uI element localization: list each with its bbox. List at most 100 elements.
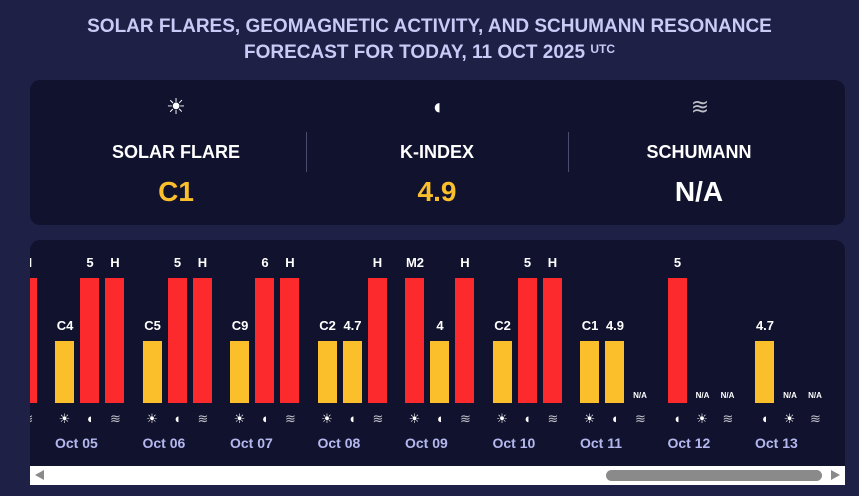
- kindex-value-label: 4.7: [755, 318, 775, 333]
- magnet-icon: ◖: [85, 411, 94, 426]
- kindex-value-label: 4.9: [605, 318, 625, 333]
- day-group: C1 ☀ 4.9 ◖ N/A ≋ Oct 11: [580, 240, 660, 466]
- waves-icon: ≋: [722, 411, 734, 426]
- scroll-left-arrow-icon[interactable]: [35, 470, 44, 480]
- kindex-bar[interactable]: [80, 278, 99, 403]
- schumann-bar[interactable]: [105, 278, 124, 403]
- summary-label: SCHUMANN: [646, 142, 752, 162]
- summary-k-index: ◖ K-INDEX 4.9: [306, 80, 568, 225]
- kindex-bar[interactable]: [605, 341, 624, 403]
- flare-value-label: C1: [581, 318, 599, 333]
- schumann-value-label: N/A: [633, 391, 647, 400]
- sun-icon: ☀: [583, 411, 596, 426]
- magnet-icon: ◖: [523, 411, 531, 426]
- day-group: C2 ☀ 5 ◖ H ≋ Oct 10: [492, 240, 573, 466]
- sun-icon: ☀: [166, 94, 186, 119]
- schumann-bar[interactable]: [367, 278, 387, 403]
- today-summary-panel: ☀ SOLAR FLARE C1 ◖ K-INDEX 4.9 ≋ SCHUMAN…: [30, 80, 845, 225]
- summary-label: SOLAR FLARE: [112, 142, 240, 162]
- waves-icon: ≋: [197, 411, 209, 426]
- flare-bar[interactable]: [405, 278, 424, 403]
- day-date-label: Oct 13: [755, 435, 798, 451]
- day-date-label: Oct 08: [317, 435, 361, 451]
- schumann-bar[interactable]: [455, 278, 474, 403]
- scroll-right-arrow-icon[interactable]: [831, 470, 840, 480]
- waves-icon: ≋: [285, 411, 296, 426]
- schumann-value-label: H: [372, 255, 383, 270]
- flare-bar[interactable]: [492, 341, 512, 403]
- day-group: 4.7 ◖ N/A ☀ N/A ≋ Oct 13: [755, 240, 835, 466]
- schumann-value-label: H: [30, 255, 43, 270]
- kindex-bar[interactable]: [342, 341, 362, 403]
- summary-value: 4.9: [417, 176, 457, 207]
- waves-icon: ≋: [690, 94, 709, 119]
- waves-icon: ≋: [30, 411, 37, 427]
- flare-bar[interactable]: [317, 341, 337, 403]
- sun-icon: ☀: [58, 411, 71, 426]
- summary-label: K-INDEX: [399, 142, 474, 162]
- day-date-label: Oct 12: [667, 435, 711, 451]
- divider: [306, 132, 307, 172]
- schumann-value-label: H: [285, 255, 295, 270]
- schumann-bar[interactable]: [192, 278, 212, 403]
- flare-value-label: M2: [405, 255, 425, 270]
- kindex-value-label: 4.7: [343, 318, 362, 333]
- scrollbar-thumb[interactable]: [606, 470, 822, 481]
- magnet-icon: ◖: [173, 411, 181, 426]
- day-group: C9 ☀ 6 ◖ H ≋ Oct 07: [230, 240, 310, 466]
- page-title: SOLAR FLARES, GEOMAGNETIC ACTIVITY, AND …: [0, 14, 859, 66]
- schumann-value-label: H: [110, 255, 120, 270]
- waves-icon: ≋: [372, 411, 384, 426]
- schumann-value-label: H: [547, 255, 558, 270]
- kindex-bar[interactable]: [755, 341, 774, 403]
- day-group: M2 ☀ 4 ◖ H ≋ Oct 09: [405, 240, 485, 466]
- magnet-icon: ◖: [760, 411, 769, 426]
- sun-icon: ☀: [146, 411, 158, 426]
- waves-icon: ≋: [810, 411, 821, 426]
- horizontal-scrollbar[interactable]: [30, 466, 845, 485]
- day-group: C2 ☀ 4.7 ◖ H ≋ Oct 08: [317, 240, 398, 466]
- flare-value-label: C9: [231, 318, 249, 333]
- kindex-bar[interactable]: [517, 278, 537, 403]
- day-group: 5 ◖ N/A ☀ N/A ≋ Oct 12: [667, 240, 748, 466]
- kindex-value-label: 4: [436, 318, 444, 333]
- flare-bar[interactable]: [55, 341, 74, 403]
- sun-icon: ☀: [696, 411, 708, 426]
- flare-bar[interactable]: [142, 341, 162, 403]
- waves-icon: ≋: [635, 411, 646, 426]
- schumann-bar[interactable]: [30, 278, 37, 403]
- kindex-bar[interactable]: [167, 278, 187, 403]
- sun-icon: ☀: [408, 411, 421, 426]
- schumann-bar[interactable]: [542, 278, 562, 403]
- sun-icon: ☀: [496, 411, 508, 426]
- flare-value-label: N/A: [783, 391, 797, 400]
- schumann-bar[interactable]: [280, 278, 299, 403]
- day-date-label: Oct 07: [230, 435, 273, 451]
- schumann-value-label: H: [460, 255, 470, 270]
- magnet-icon: ◖: [260, 411, 269, 426]
- kindex-bar[interactable]: [430, 341, 449, 403]
- flare-bar[interactable]: [230, 341, 249, 403]
- magnet-icon: ◖: [435, 411, 444, 426]
- kindex-value-label: 5: [86, 255, 94, 270]
- title-line-2: FORECAST FOR TODAY, 11 OCT 2025 UTC: [0, 40, 859, 66]
- sun-icon: ☀: [783, 411, 796, 426]
- magnet-icon: ◖: [673, 411, 681, 426]
- summary-schumann: ≋ SCHUMANN N/A: [568, 80, 830, 225]
- kindex-bar[interactable]: [667, 278, 687, 403]
- flare-value-label: C5: [144, 318, 161, 333]
- day-date-label: Oct 06: [142, 435, 186, 451]
- schumann-value-label: H: [197, 255, 208, 270]
- day-group: C5 ☀ 5 ◖ H ≋ Oct 06: [142, 240, 223, 466]
- kindex-bar[interactable]: [255, 278, 274, 403]
- day-date-label: Oct 09: [405, 435, 448, 451]
- summary-solar-flare: ☀ SOLAR FLARE C1: [45, 80, 307, 225]
- day-date-label: Oct 05: [55, 435, 98, 451]
- day-date-label: Oct 11: [580, 435, 623, 451]
- waves-icon: ≋: [460, 411, 471, 426]
- kindex-value-label: 5: [673, 255, 682, 270]
- flare-bar[interactable]: [580, 341, 599, 403]
- divider: [568, 132, 569, 172]
- title-line-1: SOLAR FLARES, GEOMAGNETIC ACTIVITY, AND …: [87, 16, 772, 37]
